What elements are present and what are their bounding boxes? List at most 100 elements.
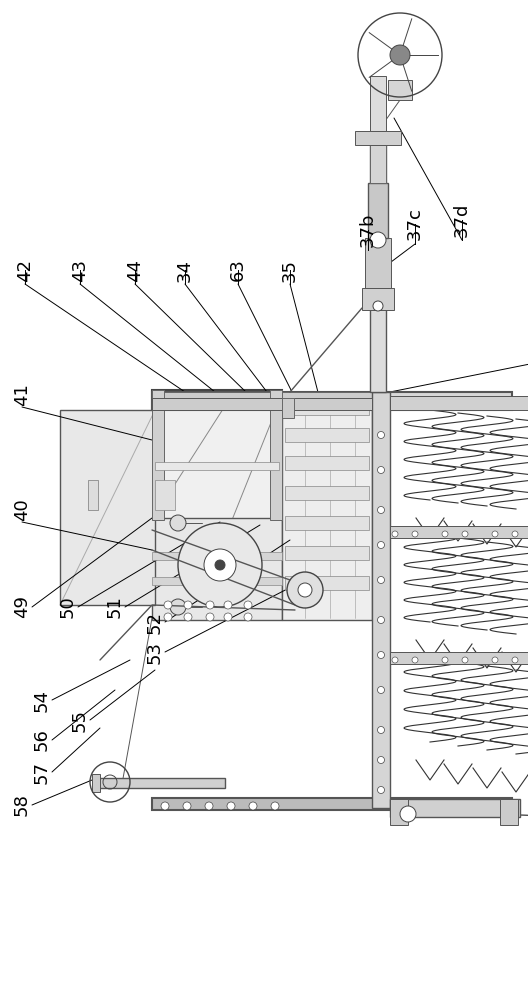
Circle shape xyxy=(512,657,518,663)
Text: 40: 40 xyxy=(13,499,31,521)
Text: 34: 34 xyxy=(176,258,194,282)
Bar xyxy=(500,799,518,825)
Text: 52: 52 xyxy=(146,610,164,634)
Bar xyxy=(285,456,369,470)
Circle shape xyxy=(298,583,312,597)
Text: 37b: 37b xyxy=(359,213,377,247)
Circle shape xyxy=(204,549,236,581)
Bar xyxy=(285,486,369,500)
Circle shape xyxy=(170,515,186,531)
Circle shape xyxy=(378,652,384,658)
Bar xyxy=(285,401,369,415)
Text: 37d: 37d xyxy=(453,203,471,237)
Bar xyxy=(152,392,282,400)
Circle shape xyxy=(392,657,398,663)
Circle shape xyxy=(378,686,384,694)
Circle shape xyxy=(373,301,383,311)
Bar xyxy=(388,80,412,100)
Circle shape xyxy=(378,506,384,514)
Bar xyxy=(370,142,386,392)
Bar xyxy=(152,392,512,410)
Text: 37c: 37c xyxy=(406,208,424,240)
Text: 63: 63 xyxy=(229,259,247,281)
Bar xyxy=(152,390,282,520)
Circle shape xyxy=(512,531,518,537)
Bar xyxy=(370,145,386,183)
Text: 41: 41 xyxy=(13,384,31,406)
Bar xyxy=(355,131,401,145)
Bar xyxy=(282,398,294,418)
Circle shape xyxy=(206,613,214,621)
Bar xyxy=(390,799,408,825)
Circle shape xyxy=(442,657,448,663)
Bar xyxy=(372,392,390,808)
Circle shape xyxy=(164,601,172,609)
Bar xyxy=(152,398,372,410)
Circle shape xyxy=(227,802,235,810)
Text: 51: 51 xyxy=(106,596,124,618)
Bar xyxy=(390,652,528,664)
Circle shape xyxy=(249,802,257,810)
Bar xyxy=(285,516,369,530)
Bar xyxy=(152,518,282,620)
Circle shape xyxy=(378,576,384,584)
Bar xyxy=(152,552,282,560)
Bar xyxy=(368,183,388,238)
Bar xyxy=(155,462,279,470)
Text: 42: 42 xyxy=(16,258,34,282)
Bar xyxy=(285,546,369,560)
Circle shape xyxy=(206,601,214,609)
Circle shape xyxy=(215,560,225,570)
Circle shape xyxy=(412,531,418,537)
Circle shape xyxy=(271,802,279,810)
Circle shape xyxy=(378,432,384,438)
Circle shape xyxy=(184,601,192,609)
Text: 54: 54 xyxy=(33,688,51,712)
Bar xyxy=(270,390,282,520)
Circle shape xyxy=(378,786,384,794)
Circle shape xyxy=(378,466,384,474)
Bar xyxy=(60,410,155,605)
Text: 50: 50 xyxy=(59,596,77,618)
Circle shape xyxy=(462,657,468,663)
Circle shape xyxy=(183,802,191,810)
Circle shape xyxy=(412,657,418,663)
Text: 49: 49 xyxy=(13,595,31,618)
Bar xyxy=(155,480,175,510)
Bar xyxy=(390,526,528,538)
Circle shape xyxy=(378,756,384,764)
Bar xyxy=(365,238,391,288)
Circle shape xyxy=(378,726,384,734)
Bar xyxy=(152,798,512,810)
Circle shape xyxy=(205,802,213,810)
Circle shape xyxy=(390,45,410,65)
Bar xyxy=(285,576,369,590)
Circle shape xyxy=(392,531,398,537)
Bar xyxy=(88,480,98,510)
Text: 43: 43 xyxy=(71,258,89,282)
Text: 55: 55 xyxy=(71,708,89,732)
Circle shape xyxy=(492,531,498,537)
Circle shape xyxy=(184,613,192,621)
Circle shape xyxy=(462,531,468,537)
Circle shape xyxy=(164,613,172,621)
Bar xyxy=(282,392,372,400)
Circle shape xyxy=(287,572,323,608)
Bar xyxy=(95,778,225,788)
Circle shape xyxy=(224,601,232,609)
Circle shape xyxy=(170,599,186,615)
Text: 56: 56 xyxy=(33,729,51,751)
Text: 57: 57 xyxy=(33,760,51,784)
Circle shape xyxy=(492,657,498,663)
Bar xyxy=(152,577,282,585)
Bar xyxy=(282,392,372,620)
Circle shape xyxy=(400,806,416,822)
Bar xyxy=(390,799,520,817)
Circle shape xyxy=(244,601,252,609)
Circle shape xyxy=(244,613,252,621)
Circle shape xyxy=(178,523,262,607)
Bar xyxy=(152,390,164,520)
Text: 53: 53 xyxy=(146,641,164,664)
Text: 58: 58 xyxy=(13,794,31,816)
Circle shape xyxy=(442,531,448,537)
